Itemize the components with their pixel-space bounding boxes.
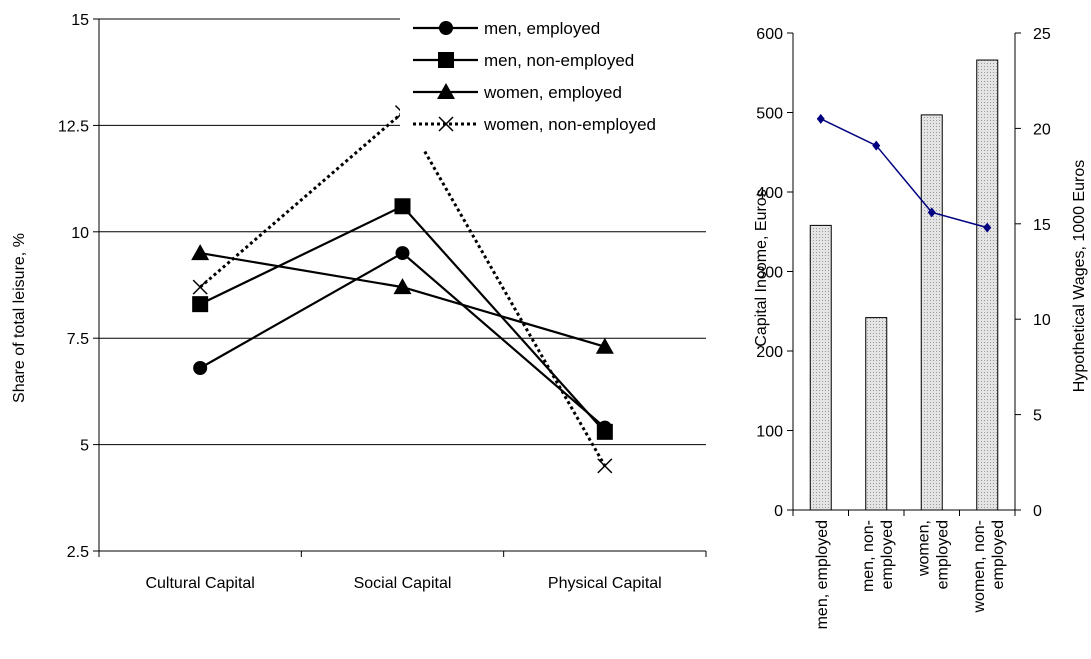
data-point-men-non-employed [394, 198, 411, 215]
data-point-women-non-employed [597, 458, 613, 474]
legend-marker-men-non-employed [438, 52, 454, 68]
legend: men, employed men, non-employed women, emp… [400, 10, 718, 150]
data-point-men-employed [193, 360, 208, 375]
legend-label: men, employed [484, 19, 600, 38]
y-tick-label: 500 [756, 106, 783, 123]
wages-point [927, 207, 936, 218]
y-tick-label: 15 [71, 12, 89, 29]
data-point-men-employed [395, 246, 410, 261]
legend-background [400, 10, 718, 150]
x-tick-label: employed [879, 520, 896, 589]
left-y-ticks: 2.5 5 7.5 10 12.5 15 [58, 12, 99, 561]
legend-item-women-employed: women, employed [413, 83, 622, 102]
data-point-men-non-employed [596, 423, 613, 440]
left-y-axis-title: Share of total leisure, % [11, 233, 28, 403]
y-tick-label: 2.5 [67, 544, 89, 561]
series-men-employed [193, 246, 612, 435]
y-tick-label: 600 [756, 26, 783, 43]
x-tick-label: women, [915, 520, 932, 577]
left-x-ticks: Cultural Capital Social Capital Physical C… [98, 551, 707, 592]
data-point-women-employed [191, 244, 210, 261]
bar-women-employed [920, 114, 943, 511]
y2-tick-label: 10 [1033, 312, 1051, 329]
y2-tick-label: 0 [1033, 503, 1042, 520]
x-tick-label: Social Capital [354, 575, 452, 592]
legend-label: women, employed [483, 83, 622, 102]
y-tick-label: 10 [71, 225, 89, 242]
legend-label: women, non-employed [483, 115, 656, 134]
wages-point [816, 113, 825, 124]
legend-item-women-non-employed: women, non-employed [413, 115, 656, 134]
left-series-group [191, 105, 614, 474]
y-tick-label: 7.5 [67, 331, 89, 348]
right-primary-y-ticks: 0 100 200 300 400 500 600 [756, 26, 793, 520]
x-tick-label: Cultural Capital [145, 575, 254, 592]
data-point-women-employed [595, 337, 614, 354]
x-tick-label: employed [934, 520, 951, 589]
data-point-women-employed [393, 278, 412, 295]
wages-point [872, 140, 881, 151]
right-secondary-y-axis-title: Hypothetical Wages, 1000 Euros [1071, 160, 1088, 392]
x-tick-label: employed [990, 520, 1007, 589]
x-tick-label: Physical Capital [548, 575, 662, 592]
legend-item-men-employed: men, employed [413, 19, 600, 38]
x-tick-label: men, employed [814, 520, 831, 629]
bar-men-non-employed [865, 317, 888, 511]
y-tick-label: 300 [756, 265, 783, 282]
data-point-women-non-employed [192, 279, 208, 295]
leisure-share-line-chart: 2.5 5 7.5 10 12.5 15 Cultural Capital Social C… [11, 10, 718, 592]
y2-tick-label: 25 [1033, 26, 1051, 43]
y2-tick-label: 15 [1033, 217, 1051, 234]
series-line-men-non-employed [199, 204, 606, 433]
y2-tick-label: 20 [1033, 121, 1051, 138]
series-men-non-employed [192, 198, 613, 440]
x-tick-label: women, non- [971, 520, 988, 614]
series-women-employed [191, 244, 614, 354]
y-tick-label: 12.5 [58, 118, 89, 135]
y-tick-label: 200 [756, 344, 783, 361]
bar-women-non-employed [976, 59, 999, 511]
right-secondary-y-ticks: 0 5 10 15 20 25 [1015, 26, 1051, 520]
hypothetical-wages-line [816, 113, 992, 233]
legend-marker-women-employed [437, 83, 455, 99]
y-tick-label: 5 [80, 438, 89, 455]
y-tick-label: 400 [756, 185, 783, 202]
legend-item-men-non-employed: men, non-employed [413, 51, 634, 70]
legend-label: men, non-employed [484, 51, 634, 70]
y2-tick-label: 5 [1033, 408, 1042, 425]
legend-marker-men-employed [439, 21, 453, 35]
legend-marker-women-non-employed [438, 116, 454, 132]
data-point-men-non-employed [192, 296, 209, 313]
y-tick-label: 100 [756, 424, 783, 441]
wages-line [820, 118, 988, 229]
right-x-ticks: men, employed men, non-employed women, empl… [792, 510, 1016, 629]
income-wages-combo-chart: 0 100 200 300 400 500 600 0 5 10 15 20 25 men, empl… [753, 26, 1088, 629]
bar-men-employed [809, 224, 832, 511]
wages-point [983, 222, 992, 233]
y-tick-label: 0 [774, 503, 783, 520]
x-tick-label: men, non- [860, 520, 877, 592]
right-y-axis-title: Capital Income, Euros [753, 189, 770, 346]
